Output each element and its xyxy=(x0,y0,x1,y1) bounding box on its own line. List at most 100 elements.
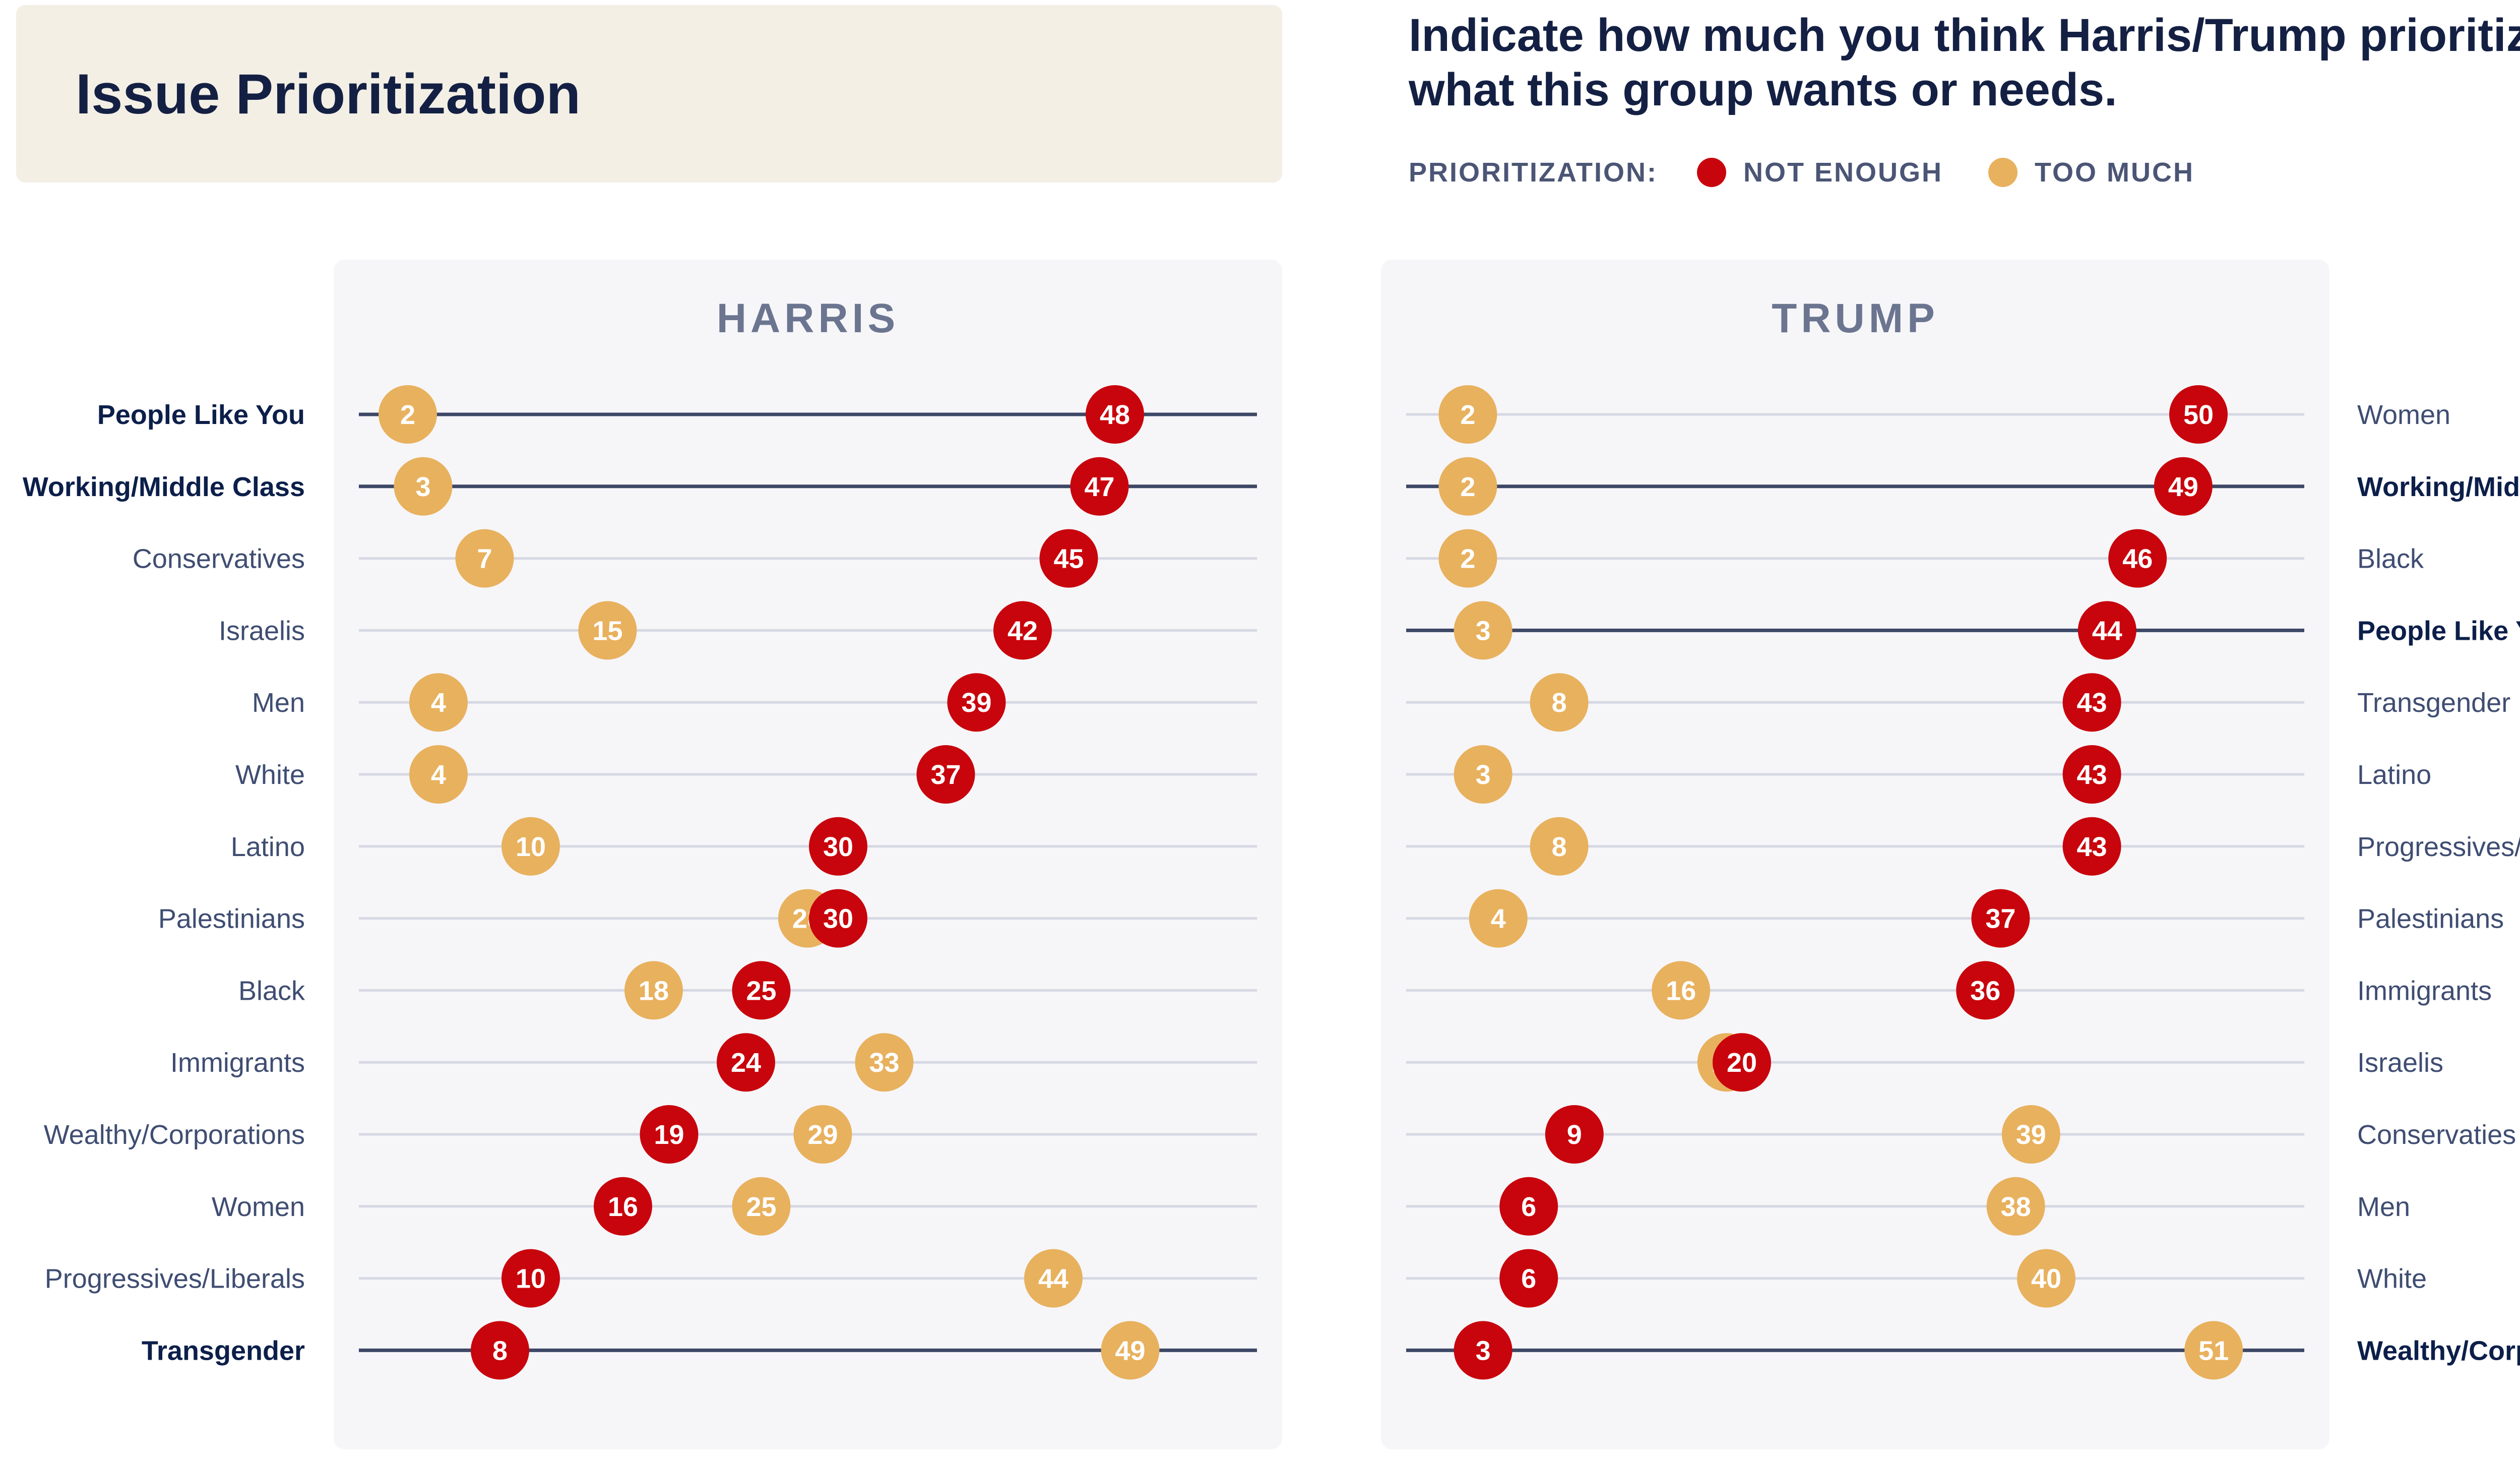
legend-swatch-not-enough xyxy=(1696,158,1726,187)
data-label-too-much: 38 xyxy=(2001,1192,2031,1222)
dot-not-enough xyxy=(640,1105,699,1164)
dot-too-much xyxy=(2017,1249,2075,1308)
data-label-not-enough: 37 xyxy=(1985,904,2015,934)
title-box: Issue Prioritization xyxy=(16,5,1282,183)
category-label: White xyxy=(235,760,305,790)
data-label-too-much: 4 xyxy=(431,688,446,718)
legend-swatch-too-much xyxy=(1988,158,2018,187)
dot-too-much xyxy=(455,529,514,588)
category-label: People Like You xyxy=(2357,616,2520,646)
category-label: Black xyxy=(2357,544,2424,574)
data-label-not-enough: 49 xyxy=(2168,472,2198,502)
dot-too-much xyxy=(793,1105,852,1164)
data-label-not-enough: 43 xyxy=(2077,688,2107,718)
data-label-not-enough: 37 xyxy=(930,760,961,790)
data-label-not-enough: 16 xyxy=(608,1192,638,1222)
data-label-not-enough: 36 xyxy=(1970,976,2000,1006)
category-label: Immigrants xyxy=(170,1048,305,1078)
dot-too-much xyxy=(394,457,453,516)
data-label-too-much: 3 xyxy=(415,472,430,502)
category-label: Israelis xyxy=(2357,1048,2443,1078)
data-label-too-much: 3 xyxy=(1476,616,1491,646)
category-label: Men xyxy=(2357,1192,2410,1222)
legend: PRIORITIZATION: NOT ENOUGH TOO MUCH xyxy=(1409,152,2240,193)
dot-not-enough xyxy=(993,601,1052,660)
data-label-too-much: 29 xyxy=(807,1120,838,1150)
dot-too-much xyxy=(1438,457,1497,516)
dot-too-much xyxy=(732,1177,791,1236)
data-label-too-much: 8 xyxy=(1552,688,1567,718)
dot-not-enough xyxy=(1070,457,1129,516)
dot-not-enough xyxy=(2154,457,2213,516)
dot-too-much xyxy=(1454,745,1513,804)
category-label: White xyxy=(2357,1264,2427,1294)
data-label-too-much: 4 xyxy=(1491,904,1506,934)
dot-too-much xyxy=(1986,1177,2045,1236)
dot-not-enough xyxy=(471,1321,529,1380)
data-label-not-enough: 46 xyxy=(2122,544,2153,574)
data-label-not-enough: 43 xyxy=(2077,832,2107,862)
dot-too-much xyxy=(1101,1321,1160,1380)
data-label-not-enough: 44 xyxy=(2092,616,2122,646)
dot-not-enough xyxy=(1039,529,1098,588)
data-label-too-much: 33 xyxy=(869,1048,899,1078)
category-label: Immigrants xyxy=(2357,976,2492,1006)
data-label-not-enough: 19 xyxy=(654,1120,684,1150)
data-label-not-enough: 25 xyxy=(746,976,776,1006)
category-label: Black xyxy=(238,976,305,1006)
dot-not-enough xyxy=(732,961,791,1020)
legend-item-not-enough: NOT ENOUGH xyxy=(1696,157,1943,188)
data-label-too-much: 7 xyxy=(477,544,492,574)
dot-too-much xyxy=(1530,673,1589,732)
category-label: Progressives/Liberals xyxy=(2357,832,2520,862)
dot-not-enough xyxy=(2169,385,2228,444)
dot-not-enough xyxy=(594,1177,652,1236)
data-label-not-enough: 9 xyxy=(1567,1120,1582,1150)
dot-too-much xyxy=(1438,385,1497,444)
data-label-too-much: 2 xyxy=(1460,400,1475,430)
data-label-not-enough: 30 xyxy=(823,904,853,934)
category-label: Latino xyxy=(231,832,305,862)
dot-too-much xyxy=(1652,961,1711,1020)
dot-too-much xyxy=(1454,601,1513,660)
dot-not-enough xyxy=(2062,817,2121,876)
dot-too-much xyxy=(1438,529,1497,588)
data-label-not-enough: 47 xyxy=(1084,472,1114,502)
data-label-too-much: 3 xyxy=(1476,760,1491,790)
data-label-too-much: 2 xyxy=(1460,544,1475,574)
harris-panel-title: HARRIS xyxy=(716,295,900,341)
page-title: Issue Prioritization xyxy=(76,63,581,126)
dot-too-much xyxy=(578,601,637,660)
category-label: Transgender xyxy=(2357,688,2510,718)
dot-not-enough xyxy=(1956,961,2015,1020)
category-label: Israelis xyxy=(219,616,305,646)
data-label-too-much: 16 xyxy=(1666,976,1696,1006)
data-label-too-much: 2 xyxy=(1460,472,1475,502)
dot-too-much xyxy=(1530,817,1589,876)
data-label-too-much: 51 xyxy=(2198,1335,2229,1366)
dot-not-enough xyxy=(947,673,1006,732)
legend-item-too-much: TOO MUCH xyxy=(1988,157,2194,188)
data-label-not-enough: 6 xyxy=(1521,1264,1536,1294)
data-label-not-enough: 20 xyxy=(1727,1048,1757,1078)
category-label: Transgender xyxy=(142,1335,305,1366)
data-label-not-enough: 24 xyxy=(731,1048,761,1078)
dot-not-enough xyxy=(1971,889,2030,948)
data-label-too-much: 15 xyxy=(592,616,622,646)
category-label: Conservatives xyxy=(133,544,305,574)
data-label-too-much: 49 xyxy=(1115,1335,1145,1366)
data-label-not-enough: 42 xyxy=(1007,616,1038,646)
dot-too-much xyxy=(379,385,437,444)
dot-not-enough xyxy=(2062,673,2121,732)
data-label-not-enough: 3 xyxy=(1476,1335,1491,1366)
data-label-too-much: 18 xyxy=(639,976,669,1006)
data-label-too-much: 39 xyxy=(2016,1120,2046,1150)
trump-panel-title: TRUMP xyxy=(1772,295,1939,341)
dot-not-enough xyxy=(501,1249,560,1308)
dot-too-much xyxy=(624,961,683,1020)
data-label-not-enough: 50 xyxy=(2183,400,2214,430)
category-label: Working/Middle Class xyxy=(2357,472,2520,502)
data-label-too-much: 8 xyxy=(1552,832,1567,862)
